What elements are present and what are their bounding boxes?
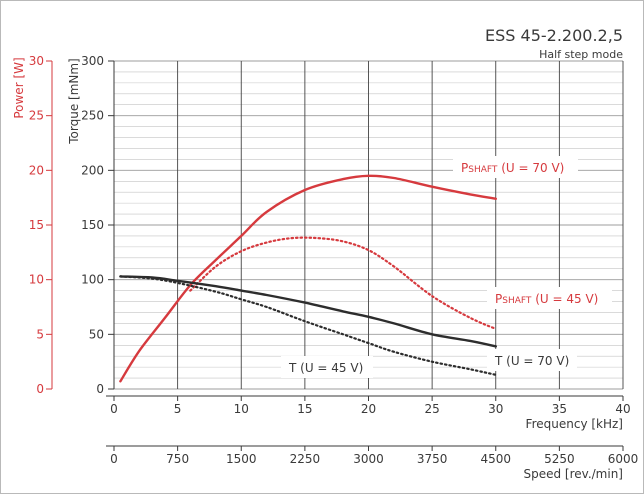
power-tick-label: 0 — [36, 382, 44, 396]
power-tick-label: 15 — [29, 218, 44, 232]
torque-axis-label: Torque [mNm] — [67, 58, 81, 145]
p70-label: PSHAFT (U = 70 V) — [461, 161, 564, 175]
power-70v-line — [119, 174, 497, 383]
t70-label-bg — [487, 349, 577, 371]
power-tick-label: 20 — [29, 163, 44, 177]
speed-tick-label: 1500 — [226, 452, 257, 466]
p45-label: PSHAFT (U = 45 V) — [495, 292, 598, 306]
power-tick-label: 30 — [29, 54, 44, 68]
series-layer — [119, 174, 497, 383]
frequency-axis-label: Frequency [kHz] — [526, 417, 623, 431]
power-tick-label: 10 — [29, 273, 44, 287]
speed-tick-label: 2250 — [290, 452, 321, 466]
frequency-tick-label: 10 — [234, 402, 249, 416]
torque-tick-label: 250 — [81, 109, 104, 123]
torque-tick-label: 200 — [81, 163, 104, 177]
speed-tick-label: 3000 — [353, 452, 384, 466]
t45-label-bg — [281, 356, 373, 378]
frequency-tick-label: 30 — [488, 402, 503, 416]
torque-tick-label: 100 — [81, 273, 104, 287]
annotations: PSHAFT (U = 70 V) PSHAFT (U = 45 V) T (U =… — [281, 156, 612, 378]
power-axis-label: Power [W] — [12, 57, 26, 118]
speed-axis-label: Speed [rev./min] — [523, 467, 623, 481]
grid — [113, 60, 624, 390]
speed-tick-label: 750 — [166, 452, 189, 466]
torque-tick-label: 150 — [81, 218, 104, 232]
torque-tick-label: 0 — [96, 382, 104, 396]
speed-tick-label: 5250 — [544, 452, 575, 466]
chart-subtitle: Half step mode — [539, 48, 623, 61]
p45-label-bg — [487, 287, 612, 309]
speed-tick-label: 6000 — [608, 452, 639, 466]
title-block: ESS 45-2.200.2,5 Half step mode — [485, 26, 623, 61]
frequency-tick-label: 15 — [297, 402, 312, 416]
torque-tick-label: 50 — [89, 327, 104, 341]
power-tick-label: 5 — [36, 327, 44, 341]
frequency-tick-label: 5 — [174, 402, 182, 416]
power-tick-label: 25 — [29, 109, 44, 123]
t70-label: T (U = 70 V) — [494, 354, 569, 368]
torque-70v-line — [119, 275, 497, 348]
frequency-tick-label: 40 — [615, 402, 630, 416]
power-45v-line — [189, 236, 497, 330]
frequency-tick-label: 0 — [110, 402, 118, 416]
frequency-tick-label: 20 — [361, 402, 376, 416]
frequency-tick-label: 25 — [424, 402, 439, 416]
torque-45v-line — [119, 275, 497, 376]
speed-tick-label: 4500 — [480, 452, 511, 466]
p70-label-bg — [453, 156, 578, 178]
torque-tick-label: 300 — [81, 54, 104, 68]
t45-label: T (U = 45 V) — [288, 361, 363, 375]
chart-title: ESS 45-2.200.2,5 — [485, 26, 623, 45]
frequency-tick-label: 35 — [552, 402, 567, 416]
speed-tick-label: 0 — [110, 452, 118, 466]
speed-tick-label: 3750 — [417, 452, 448, 466]
